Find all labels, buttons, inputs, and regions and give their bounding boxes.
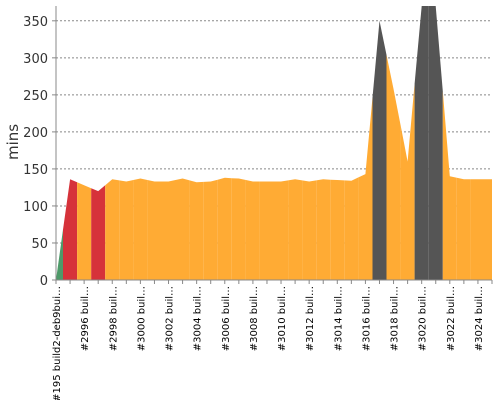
y-tick-label: 200: [23, 126, 48, 141]
x-tick-label: #3016 buil…: [361, 286, 372, 351]
x-tick-label: #3012 buil…: [305, 286, 316, 351]
x-tick-label: #3014 buil…: [333, 286, 344, 351]
area-segment-unstable: [344, 177, 359, 280]
x-tick-label: #3024 buil…: [474, 286, 485, 351]
area-segment-aborted: [372, 20, 387, 281]
area-segments: [56, 6, 492, 281]
y-tick-label: 100: [23, 200, 48, 215]
area-segment-unstable: [77, 182, 92, 280]
area-segment-unstable: [259, 181, 274, 280]
area-segment-unstable: [203, 179, 218, 280]
area-segment-unstable: [161, 180, 176, 280]
area-segment-failure: [63, 179, 78, 280]
area-segment-unstable: [302, 180, 317, 280]
area-segment-unstable: [386, 54, 401, 281]
area-segment-unstable: [105, 179, 120, 280]
area-segment-unstable: [330, 179, 345, 280]
area-segment-unstable: [147, 180, 162, 280]
y-tick-label: 50: [31, 237, 48, 252]
x-tick-label: #3010 buil…: [277, 286, 288, 351]
area-segment-unstable: [358, 97, 373, 280]
x-tick-label: #3000 buil…: [136, 286, 147, 351]
area-segment-unstable: [316, 179, 331, 280]
area-segment-unstable: [442, 91, 457, 280]
area-segment-unstable: [485, 179, 492, 280]
y-tick-label: 250: [23, 89, 48, 104]
area-segment-success: [56, 229, 63, 280]
x-tick-label: #3020 buil…: [418, 286, 429, 351]
axes: [55, 6, 492, 281]
x-tick-label: #3022 buil…: [446, 286, 457, 351]
area-segment-unstable: [274, 180, 289, 280]
area-segment-unstable: [288, 179, 303, 280]
area-segment-unstable: [217, 177, 232, 280]
x-tick-label: #2996 buil…: [80, 286, 91, 351]
x-tick-label: #3008 buil…: [249, 286, 260, 351]
x-tick-label: #2998 buil…: [108, 286, 119, 351]
y-axis-title: mins: [4, 124, 22, 160]
area-segment-aborted: [428, 6, 443, 280]
y-tick-label: 350: [23, 15, 48, 30]
y-tick-label: 0: [40, 274, 48, 289]
x-tick-label: #3004 buil…: [193, 286, 204, 351]
area-segment-unstable: [400, 83, 415, 280]
x-tick-label: #195 build2-deb9bui…: [52, 286, 63, 400]
area-segment-unstable: [133, 178, 148, 280]
x-tick-label: #3006 buil…: [221, 286, 232, 351]
area-segment-unstable: [189, 180, 204, 280]
area-segment-failure: [91, 185, 106, 280]
area-segment-unstable: [231, 178, 246, 280]
y-tick-labels: 0 50 100 150 200 250 300 350: [23, 15, 56, 289]
x-tick-label: #3018 buil…: [390, 286, 401, 351]
x-tick-label: #3002 buil…: [165, 286, 176, 351]
area-segment-unstable: [245, 180, 260, 280]
area-segment-unstable: [175, 178, 190, 280]
y-tick-label: 150: [23, 163, 48, 178]
y-tick-label: 300: [23, 52, 48, 67]
x-tick-labels: #195 build2-deb9bui… #2996 buil… #2998 bui…: [52, 280, 493, 400]
area-segment-unstable: [456, 177, 471, 280]
area-segment-unstable: [470, 179, 485, 280]
area-segment-unstable: [119, 180, 134, 280]
area-segment-aborted: [414, 6, 429, 280]
